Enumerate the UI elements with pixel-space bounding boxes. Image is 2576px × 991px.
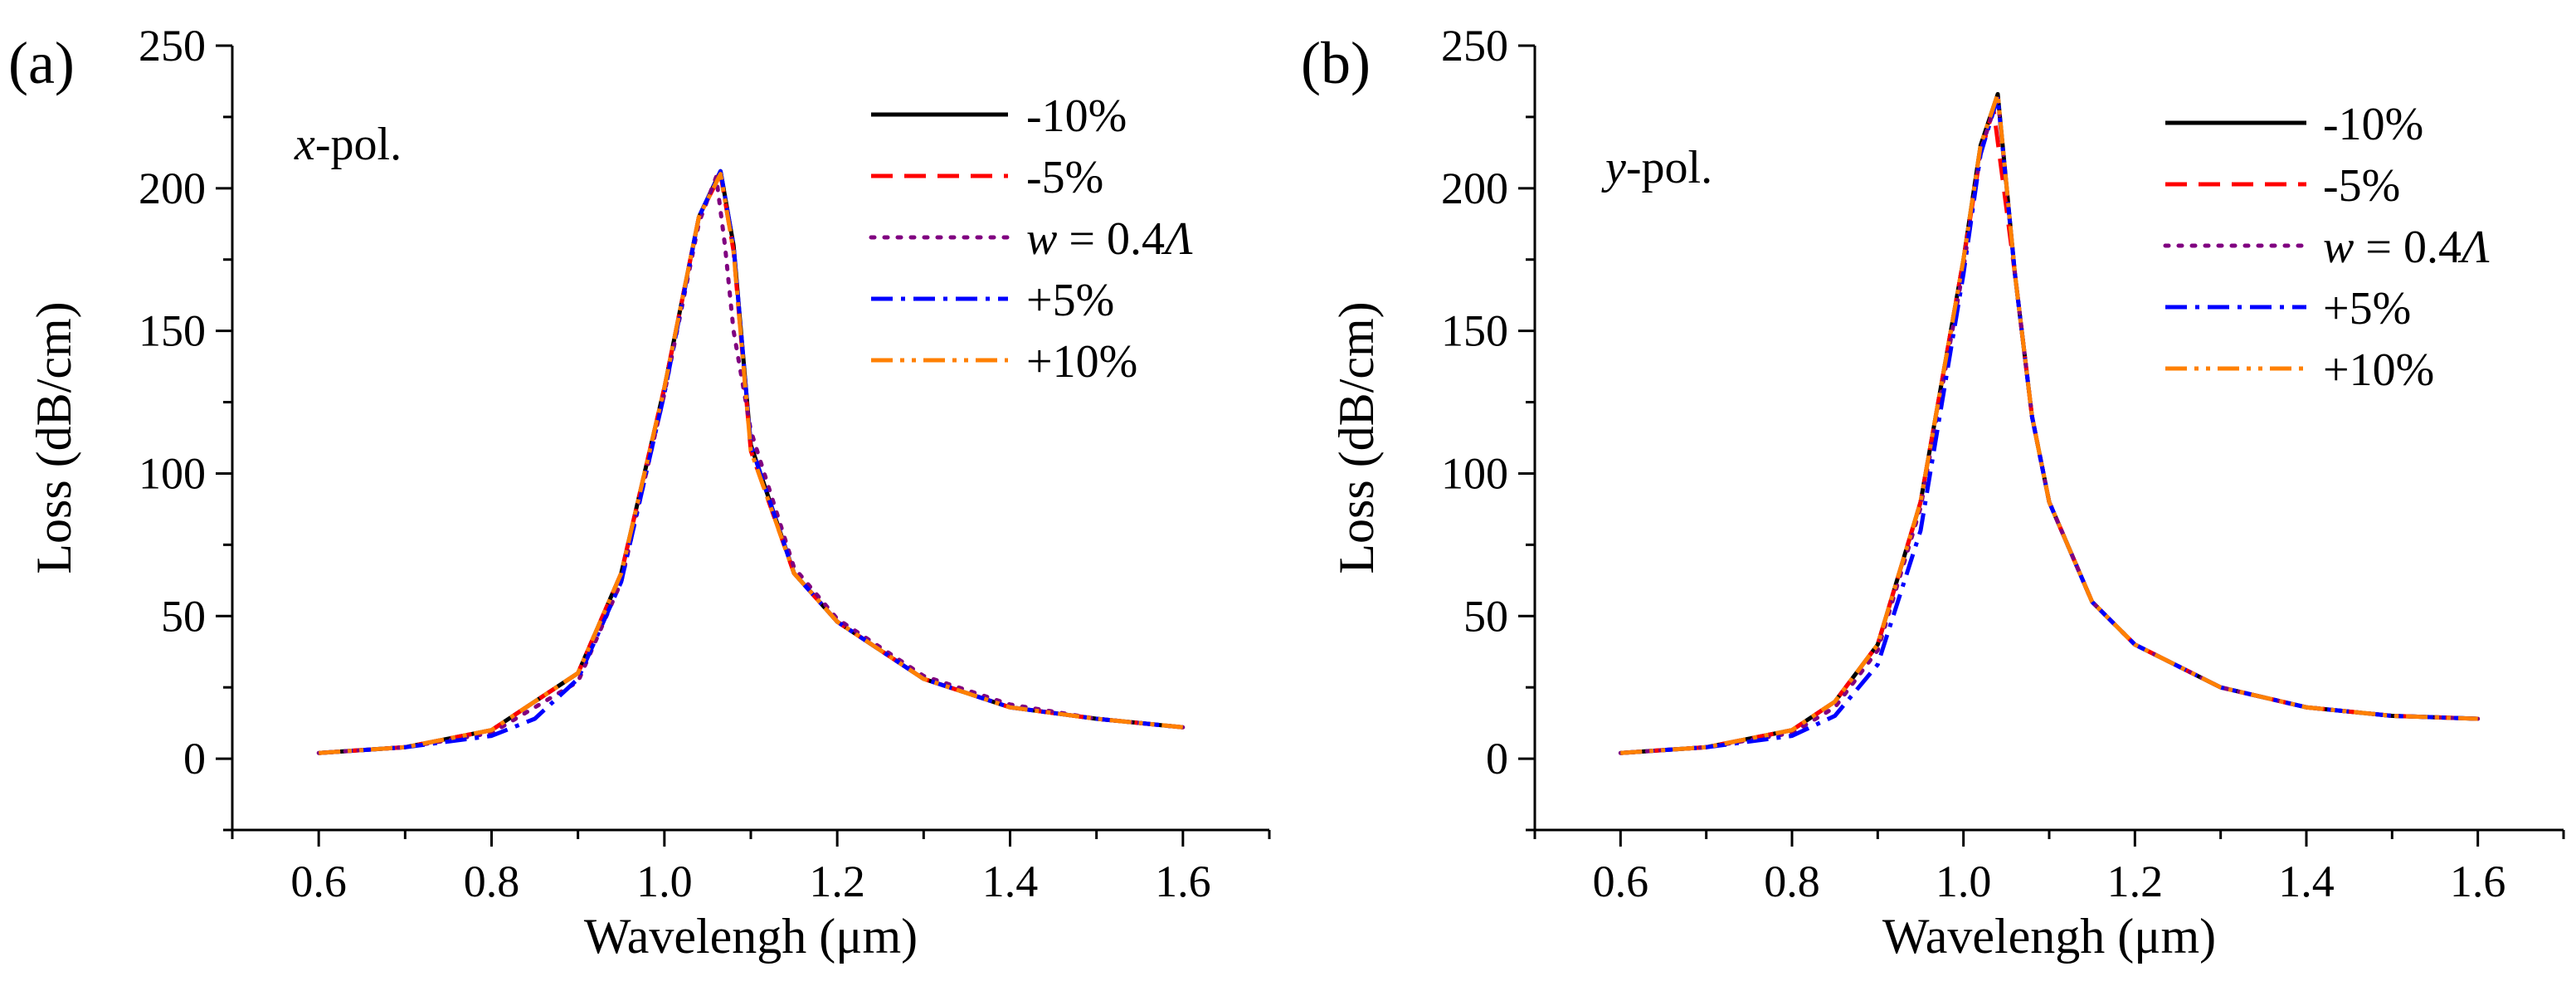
panel-a-y-tick-label: 150 (139, 306, 206, 356)
panel-b-x-tick-label: 0.8 (1764, 857, 1820, 906)
panel-b-series-line-2 (1618, 95, 2481, 755)
panel-a-legend-label: +10% (1026, 336, 1137, 388)
panel-a-x-tick-label: 1.4 (982, 857, 1039, 906)
panel-a-legend-label: -5% (1026, 152, 1103, 203)
panel-b-y-tick-label: 0 (1486, 734, 1508, 784)
panel-b-x-tick-label: 0.6 (1593, 857, 1649, 906)
panel-a-x-tick-label: 1.0 (636, 857, 693, 906)
panel-a-series-line-3 (319, 168, 1184, 755)
panel-a-polarization-annotation: x-pol. (294, 119, 402, 170)
panel-b-y-tick-label: 150 (1441, 306, 1508, 356)
panel-b-legend-label: -5% (2323, 160, 2400, 212)
panel-b-x-tick-label: 1.6 (2450, 857, 2506, 906)
panel-a-x-tick-label: 1.2 (809, 857, 865, 906)
panel-a-y-tick-label: 0 (183, 734, 206, 784)
panel-b-polarization-annotation: y-pol. (1601, 142, 1712, 193)
panel-b-y-tick-label: 250 (1441, 21, 1508, 71)
panel-b-x-tick-label: 1.0 (1936, 857, 1992, 906)
panel-b-y-tick-label: 100 (1441, 448, 1508, 498)
panel-b-legend-label: -10% (2323, 99, 2423, 150)
panel-a-series-line-2 (316, 174, 1186, 755)
panel-b-series-line-3 (1620, 95, 2478, 755)
panel-a-y-tick-label: 100 (139, 448, 206, 498)
panel-a-label: (a) (8, 30, 75, 96)
panel-a-x-tick-label: 0.6 (290, 857, 347, 906)
panel-b-legend-label: w = 0.4Λ (2323, 222, 2490, 273)
panel-a: 0.6 0.8 1.0 1.2 1.4 1.6 0 50 100 150 200 250 Wavelen… (8, 21, 1271, 964)
panel-b-x-tick-label: 1.2 (2107, 857, 2164, 906)
panel-a-x-tick-label: 1.6 (1155, 857, 1211, 906)
panel-b-x-tick-label: 1.4 (2278, 857, 2335, 906)
panel-a-legend-label: +5% (1026, 275, 1114, 326)
panel-a-y-tick-label: 200 (139, 164, 206, 213)
panel-a-y-axis-title: Loss (dB/cm) (27, 301, 81, 574)
panel-b-legend-label: +10% (2323, 344, 2434, 396)
panel-b-series-line-4 (1620, 91, 2478, 755)
panel-a-x-tick-label: 0.8 (464, 857, 520, 906)
panel-b: 0.6 0.8 1.0 1.2 1.4 1.6 0 50 100 150 200 250 Wavelen… (1301, 21, 2565, 964)
panel-b-label: (b) (1301, 30, 1371, 96)
panel-a-series-line-4 (319, 172, 1184, 755)
panel-a-legend-label: w = 0.4Λ (1026, 213, 1193, 265)
panel-b-x-axis-title: Wavelengh (μm) (1882, 909, 2216, 964)
panel-a-y-tick-label: 50 (161, 591, 206, 641)
panel-a-legend-label: -10% (1026, 90, 1127, 142)
panel-b-y-axis-title: Loss (dB/cm) (1329, 301, 1384, 574)
panel-a-x-axis-title: Wavelengh (μm) (584, 909, 918, 964)
panel-b-y-tick-label: 200 (1441, 164, 1508, 213)
panel-a-y-tick-label: 250 (139, 21, 206, 71)
panel-b-legend-label: +5% (2323, 283, 2411, 334)
panel-b-y-tick-label: 50 (1463, 591, 1508, 641)
